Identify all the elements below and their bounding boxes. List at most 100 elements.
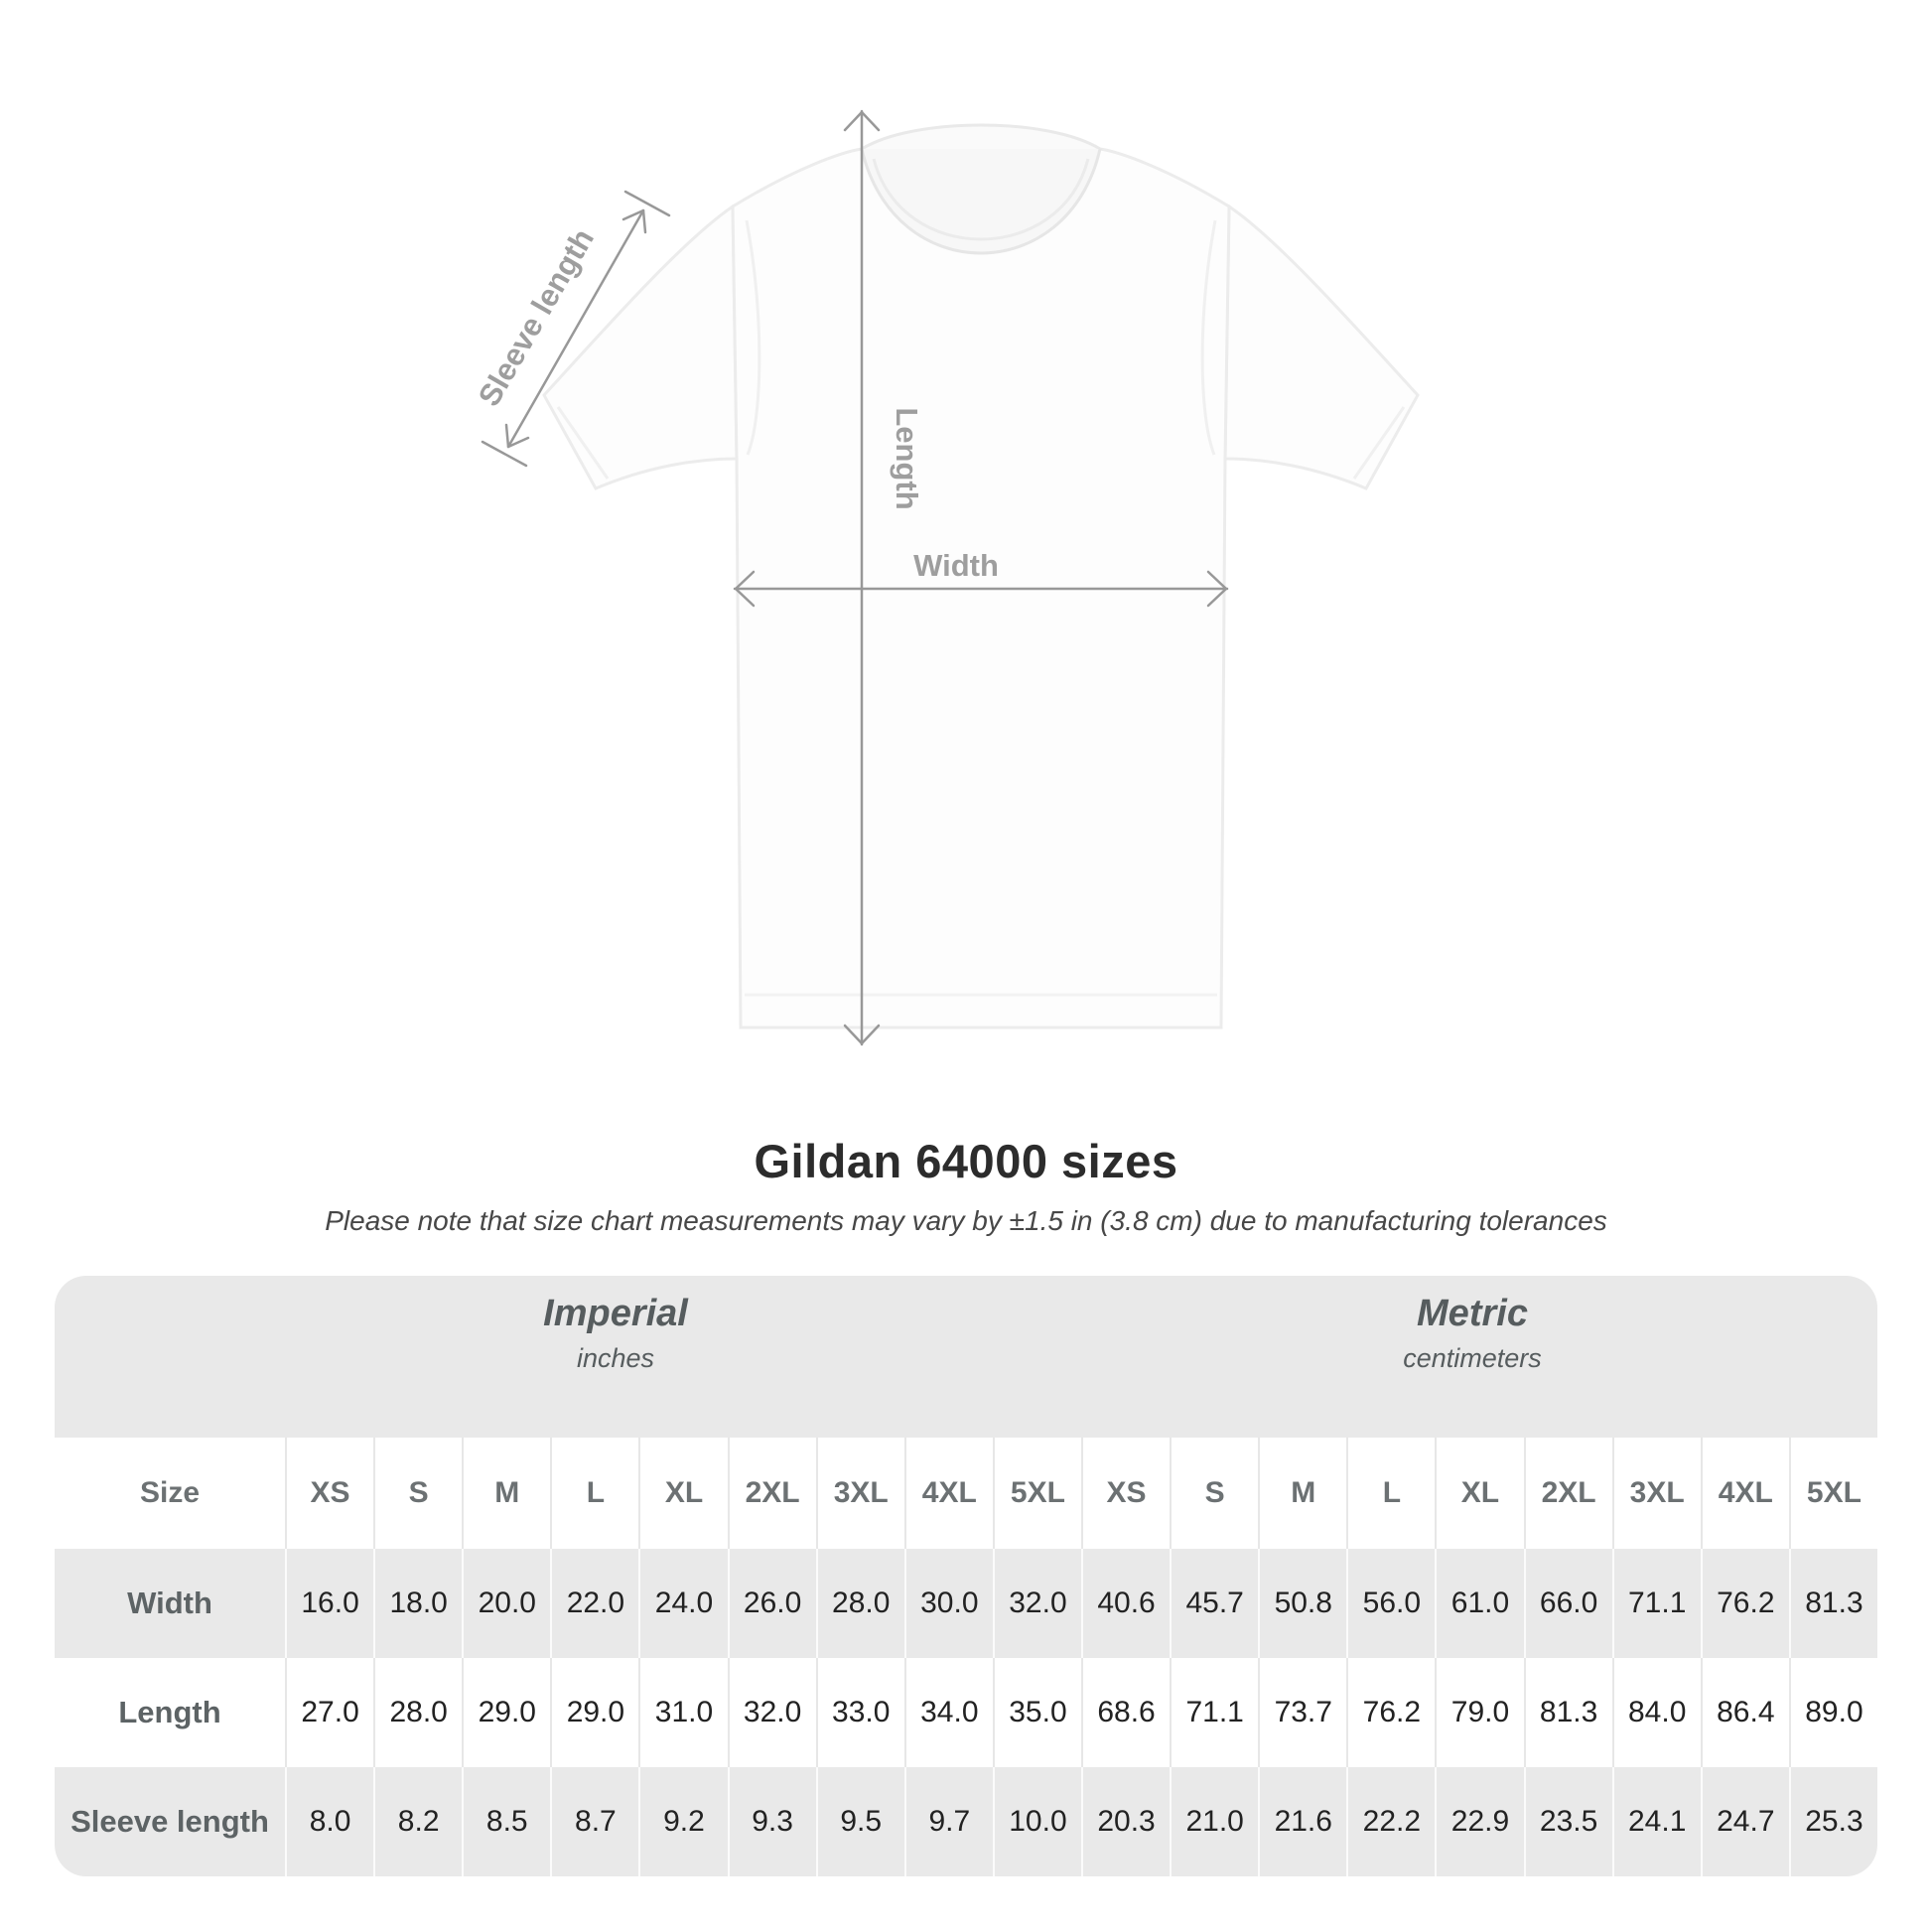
tshirt-right-sleeve xyxy=(1223,204,1420,490)
value-cell: 66.0 xyxy=(1523,1549,1612,1658)
tshirt-left-armhole-seam xyxy=(745,219,761,456)
value-cell: 76.2 xyxy=(1700,1549,1789,1658)
value-cell: 29.0 xyxy=(462,1658,551,1767)
value-cell: 32.0 xyxy=(727,1658,816,1767)
tshirt-collar-opening xyxy=(860,148,1102,255)
value-cell: 22.2 xyxy=(1346,1767,1436,1876)
size-column-header: 2XL xyxy=(1523,1438,1612,1549)
value-cell: 84.0 xyxy=(1611,1658,1701,1767)
size-header-row: Size XS S M L XL 2XL 3XL 4XL 5XL XS S M L XL 2XL 3XL 4XL… xyxy=(55,1438,1877,1549)
value-cell: 34.0 xyxy=(903,1658,993,1767)
size-column-header: M xyxy=(462,1438,551,1549)
size-column-header: 4XL xyxy=(903,1438,993,1549)
value-cell: 30.0 xyxy=(903,1549,993,1658)
size-column-header: 4XL xyxy=(1700,1438,1789,1549)
width-label: Width xyxy=(913,548,999,583)
size-column-header: 2XL xyxy=(727,1438,816,1549)
tshirt-right-cuff-seam xyxy=(1352,406,1406,480)
imperial-group-header: Imperial inches xyxy=(543,1292,688,1373)
value-cell: 28.0 xyxy=(815,1549,904,1658)
size-column-header: XL xyxy=(638,1438,728,1549)
value-cell: 45.7 xyxy=(1170,1549,1259,1658)
metric-group-header: Metric centimeters xyxy=(1403,1292,1542,1373)
tolerance-note: Please note that size chart measurements… xyxy=(325,1205,1607,1236)
value-cell: 24.0 xyxy=(638,1549,728,1658)
value-cell: 22.0 xyxy=(550,1549,639,1658)
value-cell: 81.3 xyxy=(1788,1549,1877,1658)
value-cell: 22.9 xyxy=(1435,1767,1524,1876)
value-cell: 23.5 xyxy=(1523,1767,1612,1876)
value-cell: 8.7 xyxy=(550,1767,639,1876)
value-cell: 56.0 xyxy=(1346,1549,1436,1658)
length-dimension-arrow xyxy=(843,109,881,1046)
width-dimension-arrow xyxy=(733,570,1229,608)
size-column-header: 3XL xyxy=(815,1438,904,1549)
size-column-header: L xyxy=(550,1438,639,1549)
imperial-group-unit: inches xyxy=(576,1343,655,1373)
value-cell: 86.4 xyxy=(1700,1658,1789,1767)
value-cell: 29.0 xyxy=(550,1658,639,1767)
value-cell: 28.0 xyxy=(373,1658,463,1767)
tshirt-illustration: Sleeve length Length Width xyxy=(472,109,1420,1046)
measurement-rows: Width 16.0 18.0 20.0 22.0 24.0 26.0 28.0 30.0 32.… xyxy=(55,1549,1877,1876)
size-column-header: S xyxy=(373,1438,463,1549)
imperial-group-title: Imperial xyxy=(543,1293,688,1334)
value-cell: 26.0 xyxy=(727,1549,816,1658)
size-column-header: XS xyxy=(1080,1438,1171,1549)
value-cell: 89.0 xyxy=(1788,1658,1877,1767)
row-label: Width xyxy=(55,1549,285,1658)
value-cell: 20.3 xyxy=(1080,1767,1171,1876)
page-title: Gildan 64000 sizes xyxy=(754,1135,1178,1187)
row-label: Sleeve length xyxy=(55,1767,285,1876)
sleeve-length-dimension-arrow xyxy=(481,190,671,468)
value-cell: 21.6 xyxy=(1258,1767,1347,1876)
tshirt-right-armhole-seam xyxy=(1200,219,1217,456)
size-column-header: XL xyxy=(1435,1438,1524,1549)
value-cell: 33.0 xyxy=(815,1658,904,1767)
value-cell: 79.0 xyxy=(1435,1658,1524,1767)
size-chart-table: Size XS S M L XL 2XL 3XL 4XL 5XL XS S M L XL 2XL 3XL 4XL… xyxy=(55,1438,1877,1876)
value-cell: 71.1 xyxy=(1611,1549,1701,1658)
value-cell: 18.0 xyxy=(373,1549,463,1658)
table-row: Sleeve length 8.0 8.2 8.5 8.7 9.2 9.3 9.5 9.7 10.… xyxy=(55,1767,1877,1876)
value-cell: 32.0 xyxy=(992,1549,1081,1658)
table-row: Width 16.0 18.0 20.0 22.0 24.0 26.0 28.0 30.0 32.… xyxy=(55,1549,1877,1658)
value-cell: 21.0 xyxy=(1170,1767,1259,1876)
value-cell: 81.3 xyxy=(1523,1658,1612,1767)
value-cell: 73.7 xyxy=(1258,1658,1347,1767)
value-cell: 10.0 xyxy=(992,1767,1081,1876)
value-cell: 31.0 xyxy=(638,1658,728,1767)
value-cell: 76.2 xyxy=(1346,1658,1436,1767)
value-cell: 9.3 xyxy=(727,1767,816,1876)
value-cell: 16.0 xyxy=(285,1549,374,1658)
metric-group-unit: centimeters xyxy=(1403,1343,1542,1373)
value-cell: 24.7 xyxy=(1700,1767,1789,1876)
metric-group-title: Metric xyxy=(1417,1293,1528,1334)
value-cell: 8.0 xyxy=(285,1767,374,1876)
value-cell: 8.2 xyxy=(373,1767,463,1876)
size-column-header: XS xyxy=(285,1438,374,1549)
size-column-header: M xyxy=(1258,1438,1347,1549)
value-cell: 25.3 xyxy=(1788,1767,1877,1876)
value-cell: 27.0 xyxy=(285,1658,374,1767)
length-label: Length xyxy=(890,407,924,509)
table-header-band: Imperial inches Metric centimeters xyxy=(55,1276,1877,1438)
value-cell: 20.0 xyxy=(462,1549,551,1658)
size-column-header: 5XL xyxy=(992,1438,1081,1549)
value-cell: 9.7 xyxy=(903,1767,993,1876)
value-cell: 40.6 xyxy=(1080,1549,1171,1658)
tshirt-collar-seam xyxy=(872,158,1090,241)
row-label: Length xyxy=(55,1658,285,1767)
value-cell: 9.5 xyxy=(815,1767,904,1876)
size-column-header: 5XL xyxy=(1788,1438,1877,1549)
tshirt-left-cuff-seam xyxy=(556,406,610,480)
value-cell: 24.1 xyxy=(1611,1767,1701,1876)
value-cell: 50.8 xyxy=(1258,1549,1347,1658)
value-cell: 61.0 xyxy=(1435,1549,1524,1658)
size-column-header: L xyxy=(1346,1438,1436,1549)
size-column-header: S xyxy=(1170,1438,1259,1549)
value-cell: 8.5 xyxy=(462,1767,551,1876)
table-row: Length 27.0 28.0 29.0 29.0 31.0 32.0 33.0 34.0 35… xyxy=(55,1658,1877,1767)
size-column-header: 3XL xyxy=(1611,1438,1701,1549)
size-header-cell: Size xyxy=(55,1438,285,1549)
